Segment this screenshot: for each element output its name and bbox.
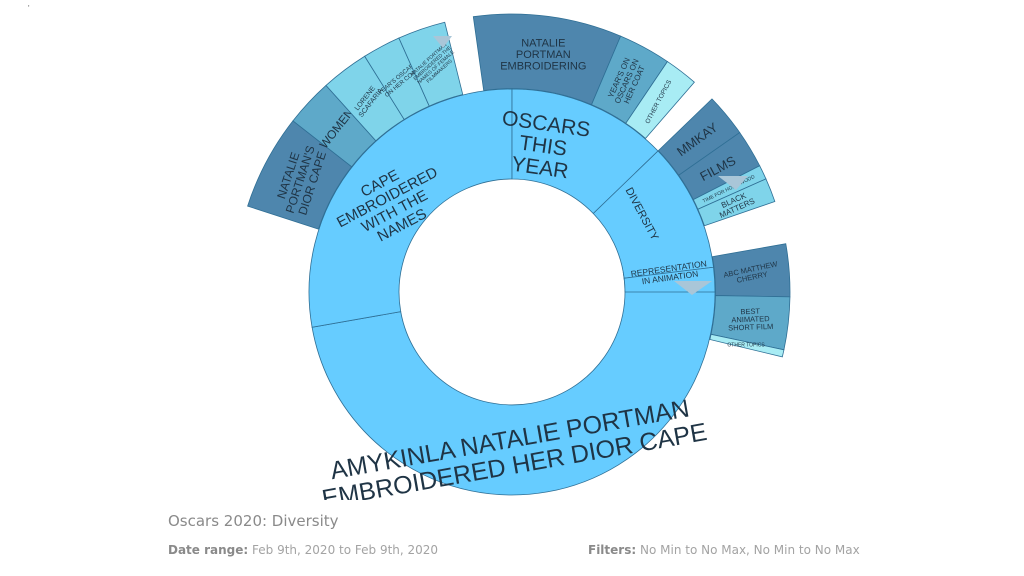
chart-caption-title: Oscars 2020: Diversity: [168, 512, 339, 530]
sunburst-label-ring2-line: PORTMAN: [516, 49, 571, 61]
filters-value: No Min to No Max, No Min to No Max: [640, 543, 860, 557]
date-range-value: Feb 9th, 2020 to Feb 9th, 2020: [252, 543, 439, 557]
sunburst-label-ring2-line: OTHER TOPICS: [727, 343, 765, 349]
date-range-label: Date range:: [168, 543, 249, 557]
sunburst-label-ring2-line: ANIMATED: [731, 314, 770, 324]
sunburst-segment-ring2: [625, 60, 695, 139]
sunburst-label-ring2-line: NATALIE: [521, 37, 565, 49]
sunburst-label-ring2-line: SHORT FILM: [728, 322, 773, 333]
sunburst-segment-ring2: [398, 21, 464, 107]
filters: Filters: No Min to No Max, No Min to No …: [588, 543, 860, 557]
sunburst-segment-ring1: [308, 88, 513, 328]
sunburst-label-ring2: NATALIE PORTMAN EMBROIDERING: [500, 37, 586, 72]
sunburst-label-ring2-line: EMBROIDERING: [500, 60, 586, 72]
sunburst-segment-ring2: [697, 178, 776, 227]
stray-mark: ': [28, 4, 30, 13]
pointer-triangle: [718, 176, 748, 190]
date-range: Date range: Feb 9th, 2020 to Feb 9th, 20…: [168, 543, 438, 557]
sunburst-chart: AMYKINLA NATALIE PORTMANEMBROIDERED HER …: [247, 13, 791, 500]
sunburst-label-ring2-line: BEST: [740, 307, 760, 317]
pointer-triangle: [433, 36, 452, 48]
sunburst-label-ring2: OTHER TOPICS: [727, 343, 765, 349]
sunburst-segment-ring2: [709, 333, 785, 358]
sunburst-segment-ring1: [311, 256, 716, 496]
filters-label: Filters:: [588, 543, 637, 557]
sunburst-label-ring2: BESTANIMATEDSHORT FILM: [727, 306, 773, 332]
pointer-triangle: [674, 281, 712, 295]
